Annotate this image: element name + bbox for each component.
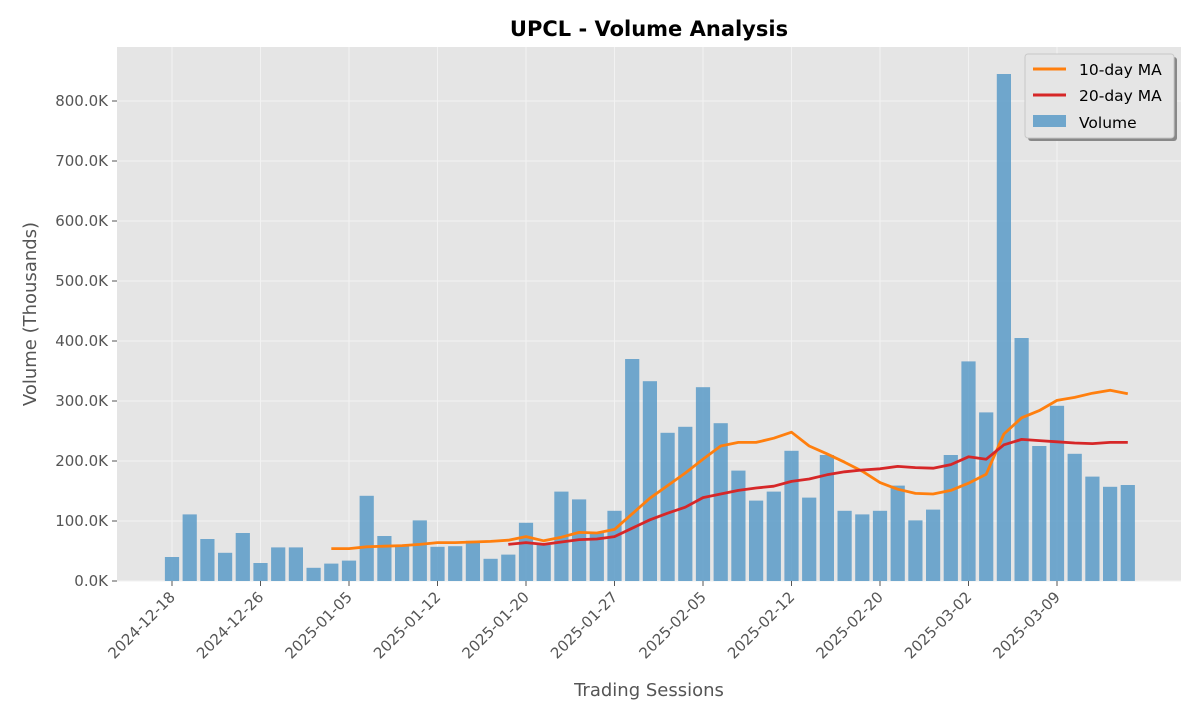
volume-bar	[678, 426, 693, 581]
volume-bar	[465, 540, 480, 581]
volume-bar	[182, 514, 197, 581]
volume-bar	[890, 485, 905, 581]
volume-bar	[1032, 446, 1047, 581]
volume-bars	[164, 74, 1135, 581]
x-tick-label: 2025-02-12	[724, 588, 798, 662]
x-tick-label: 2024-12-18	[104, 588, 178, 662]
volume-bar	[483, 558, 498, 581]
legend-swatch-volume	[1033, 115, 1066, 127]
volume-bar	[695, 387, 711, 581]
volume-bar	[872, 510, 888, 581]
volume-bar	[1085, 476, 1100, 581]
y-tick-label: 0.0K	[74, 572, 109, 590]
volume-bar	[961, 361, 976, 581]
volume-bar	[926, 509, 941, 581]
legend-label-ma10: 10-day MA	[1079, 61, 1162, 79]
x-tick-label: 2025-03-02	[901, 588, 975, 662]
ma-line-20-day-ma	[508, 437, 1128, 546]
y-tick-label: 700.0K	[55, 152, 109, 170]
y-tick-label: 300.0K	[55, 392, 109, 410]
volume-bar	[324, 563, 339, 581]
x-tick-label: 2025-01-12	[370, 588, 444, 662]
x-tick-label: 2025-02-05	[635, 588, 709, 662]
y-tick-label: 600.0K	[55, 212, 109, 230]
volume-bar	[218, 552, 233, 581]
volume-bar	[996, 74, 1011, 581]
volume-bar	[395, 545, 410, 581]
volume-bar	[1120, 485, 1135, 581]
volume-bar	[625, 359, 640, 581]
volume-bar	[642, 381, 657, 581]
volume-bar	[1103, 486, 1118, 581]
volume-bar	[943, 455, 958, 581]
volume-bar	[253, 563, 268, 581]
volume-bar	[660, 432, 675, 581]
volume-bar	[589, 533, 604, 581]
volume-bar	[1014, 338, 1029, 581]
x-tick-label: 2025-03-09	[989, 588, 1063, 662]
volume-bar	[819, 455, 834, 581]
y-tick-label: 500.0K	[55, 272, 109, 290]
volume-bar	[271, 547, 286, 581]
x-tick-label: 2024-12-26	[193, 588, 267, 662]
volume-bar	[749, 500, 764, 581]
y-axis-ticks: 0.0K 100.0K 200.0K 300.0K 400.0K 500.0K 600.0K…	[55, 92, 117, 590]
volume-bar	[607, 510, 622, 581]
volume-bar	[731, 470, 746, 581]
x-axis-label: Trading Sessions	[573, 680, 724, 701]
volume-bar	[766, 491, 781, 581]
x-tick-label: 2025-01-05	[281, 588, 355, 662]
x-axis-ticks: 2024-12-18 2024-12-26 2025-01-05 2025-01-12…	[104, 581, 1064, 662]
volume-bar	[377, 536, 392, 581]
volume-bar	[448, 546, 463, 581]
volume-bar	[412, 520, 427, 581]
volume-bar	[1049, 405, 1065, 581]
volume-bar	[200, 539, 215, 581]
y-tick-label: 400.0K	[55, 332, 109, 350]
volume-bar	[979, 412, 994, 581]
volume-bar	[837, 510, 852, 581]
volume-bar	[359, 495, 374, 581]
volume-bar	[164, 557, 180, 581]
volume-bar	[1067, 453, 1082, 581]
volume-bar	[536, 545, 551, 581]
y-tick-label: 100.0K	[55, 512, 109, 530]
x-tick-label: 2025-02-20	[812, 588, 886, 662]
volume-bar	[306, 567, 321, 581]
ma-line-10-day-ma	[331, 388, 1129, 550]
legend: 10-day MA 20-day MA Volume	[1024, 53, 1177, 141]
volume-bar	[908, 520, 923, 581]
volume-bar	[518, 522, 534, 581]
y-axis-label: Volume (Thousands)	[20, 222, 41, 406]
volume-bar	[802, 497, 817, 581]
volume-bar	[430, 546, 445, 581]
volume-bar	[855, 514, 870, 581]
y-tick-label: 200.0K	[55, 452, 109, 470]
moving-average-lines	[331, 388, 1129, 550]
legend-label-volume: Volume	[1079, 114, 1137, 132]
chart-title: UPCL - Volume Analysis	[510, 17, 788, 41]
volume-bar	[713, 423, 728, 581]
volume-bar	[341, 560, 357, 581]
x-tick-label: 2025-01-27	[547, 588, 621, 662]
volume-bar	[288, 547, 303, 581]
volume-bar	[501, 554, 516, 581]
y-tick-label: 800.0K	[55, 92, 109, 110]
volume-bar	[235, 533, 250, 581]
volume-bar	[784, 450, 799, 581]
legend-label-ma20: 20-day MA	[1079, 87, 1162, 105]
x-tick-label: 2025-01-20	[458, 588, 532, 662]
